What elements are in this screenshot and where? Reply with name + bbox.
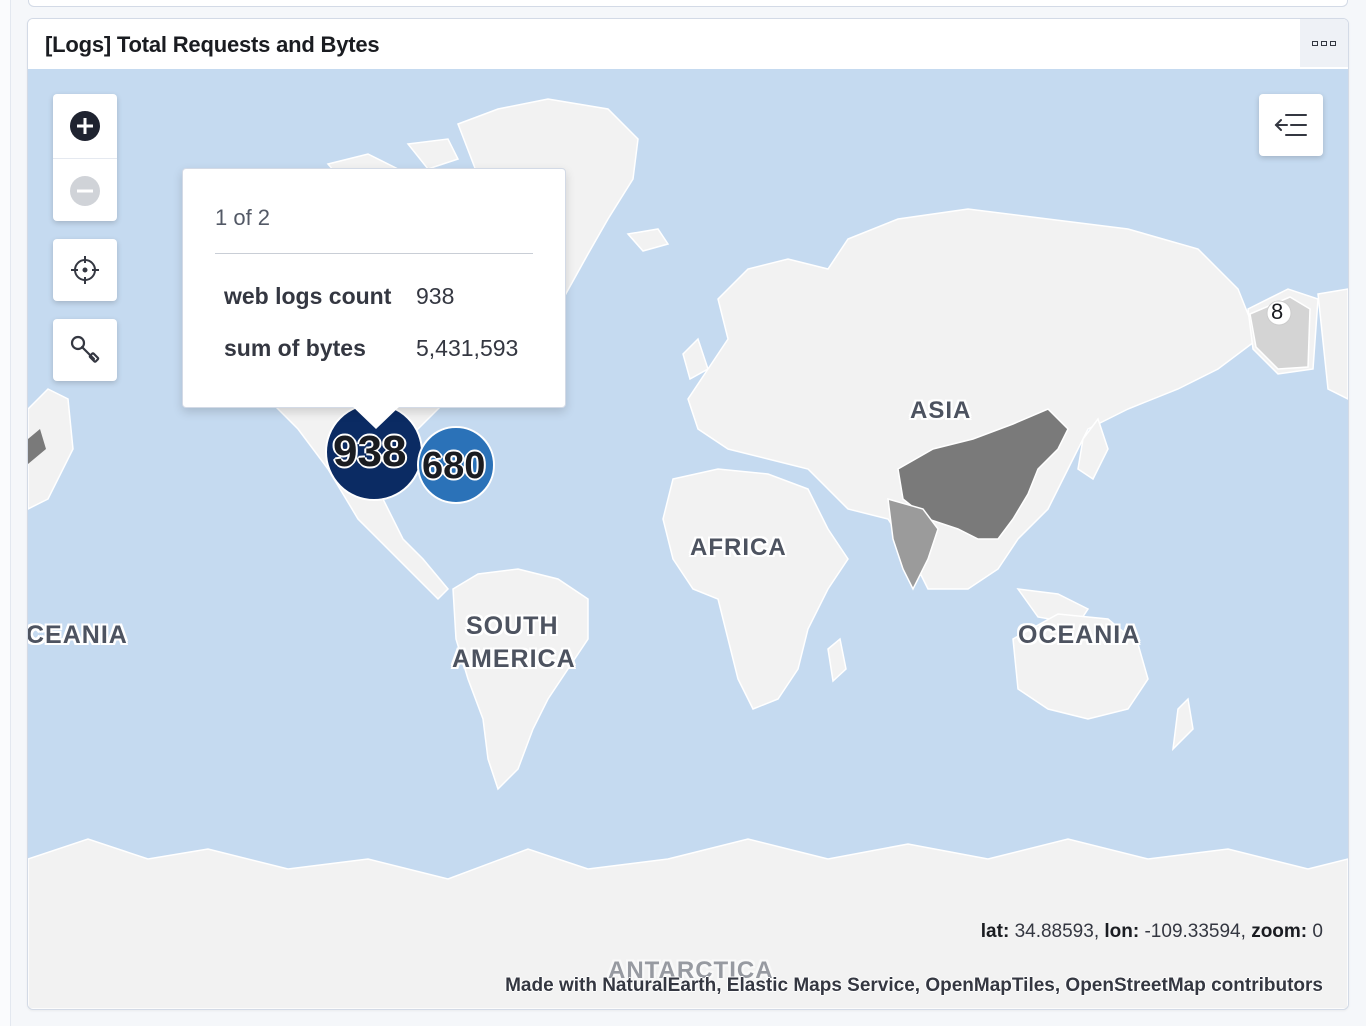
tooltip-value: 938 xyxy=(416,283,455,309)
left-gutter xyxy=(0,0,11,1026)
previous-panel-edge xyxy=(28,0,1348,7)
continent-label-south-america-1: SOUTH xyxy=(466,612,559,640)
panel-title: [Logs] Total Requests and Bytes xyxy=(45,32,380,57)
tooltip-pager[interactable]: 1 of 2 xyxy=(215,205,271,230)
continent-label-antarctica: ANTARCTICA xyxy=(608,957,774,984)
locate-icon xyxy=(71,256,99,284)
tooltip-pointer xyxy=(351,405,401,429)
tooltip-divider xyxy=(215,253,533,254)
continent-label-asia: ASIA xyxy=(910,397,972,424)
continent-label-oceania-wrap: CEANIA xyxy=(28,621,128,649)
map-canvas[interactable]: 938 680 8 ASIA AFRICA SOUTH AMERICA OCEA… xyxy=(28,69,1348,1009)
minus-icon xyxy=(70,176,100,206)
tooltip-key: web logs count xyxy=(224,283,392,309)
tooltip-row: web logs count 938 xyxy=(224,283,454,310)
continent-label-oceania: OCEANIA xyxy=(1018,621,1141,649)
cluster-label-primary[interactable]: 938 xyxy=(333,427,407,476)
tools-button[interactable] xyxy=(53,319,117,381)
panel-header: [Logs] Total Requests and Bytes xyxy=(28,19,1348,69)
legend-collapse-icon xyxy=(1274,114,1307,136)
set-view-button[interactable] xyxy=(53,239,117,301)
tooltip-row: sum of bytes 5,431,593 xyxy=(224,335,518,362)
zoom-in-button[interactable] xyxy=(53,94,117,158)
panel-options-button[interactable] xyxy=(1300,19,1348,67)
wrench-icon xyxy=(70,335,100,363)
zoom-out-button[interactable] xyxy=(53,159,117,223)
options-icon xyxy=(1312,40,1336,46)
continent-label-south-america-2: AMERICA xyxy=(452,645,576,673)
tooltip-value: 5,431,593 xyxy=(416,335,519,361)
layer-control-toggle[interactable] xyxy=(1259,94,1323,156)
mouse-coordinates: lat: 34.88593, lon: -109.33594, zoom: 0 xyxy=(980,921,1323,942)
tooltip-key: sum of bytes xyxy=(224,335,366,361)
continent-label-africa: AFRICA xyxy=(690,534,787,561)
visualization-panel: [Logs] Total Requests and Bytes xyxy=(27,18,1349,1010)
zoom-controls xyxy=(53,94,117,221)
cluster-label-alaska[interactable]: 8 xyxy=(1271,299,1284,324)
plus-icon xyxy=(70,111,100,141)
feature-tooltip: 1 of 2 web logs count 938 sum of bytes 5,4… xyxy=(182,168,566,429)
map-attribution[interactable]: Made with NaturalEarth, Elastic Maps Ser… xyxy=(505,975,1323,996)
cluster-label-secondary[interactable]: 680 xyxy=(422,445,486,487)
